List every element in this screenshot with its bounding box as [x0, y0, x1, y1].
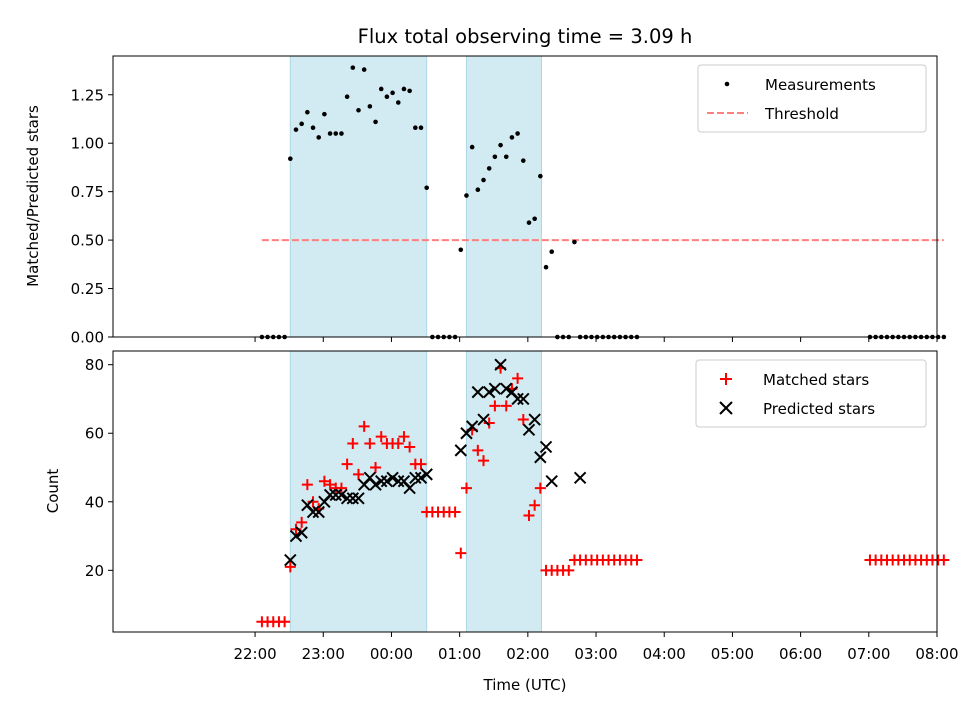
top-panel: 0.00 0.25 0.50 0.75 1.00 1.25 Matched/Predict…: [24, 56, 946, 347]
x-tick-label: 06:00: [779, 645, 822, 663]
observing-band: [290, 56, 426, 337]
measurement-point: [345, 94, 350, 99]
measurement-point: [288, 156, 293, 161]
measurement-point: [470, 145, 475, 150]
matched-star-point: [631, 555, 642, 566]
measurement-point: [379, 87, 384, 92]
measurement-point: [527, 220, 532, 225]
y-tick-label: 1.25: [71, 86, 104, 104]
y-tick-label: 80: [85, 356, 104, 374]
matched-star-point: [938, 555, 949, 566]
measurement-point: [362, 67, 367, 72]
measurement-point: [305, 110, 310, 115]
bottom-legend: Matched stars Predicted stars: [696, 360, 926, 427]
x-tick-label: 03:00: [574, 645, 617, 663]
y-tick-label: 0.00: [71, 329, 104, 347]
legend-threshold-label: Threshold: [764, 105, 839, 123]
x-tick-label: 02:00: [506, 645, 549, 663]
measurement-point: [481, 178, 486, 183]
measurement-point: [299, 122, 304, 127]
measurement-point: [402, 87, 407, 92]
measurement-point: [339, 131, 344, 136]
measurement-point: [521, 158, 526, 163]
measurement-point: [396, 100, 401, 105]
measurement-point: [504, 154, 509, 159]
measurement-point: [510, 135, 515, 140]
measurement-point: [464, 193, 469, 198]
figure: Flux total observing time = 3.09 h 0.000…: [0, 0, 960, 720]
measurement-point: [356, 108, 361, 113]
top-legend: Measurements Threshold: [698, 65, 926, 132]
measurement-point: [316, 135, 321, 140]
measurement-point: [493, 154, 498, 159]
measurement-point: [294, 127, 299, 132]
matched-star-point: [563, 565, 574, 576]
measurement-point: [368, 104, 373, 109]
measurements-legend-marker: [725, 82, 730, 87]
x-tick-label: 05:00: [711, 645, 754, 663]
top-y-axis-label: Matched/Predicted stars: [24, 105, 42, 287]
measurement-point: [373, 120, 378, 125]
measurement-point: [515, 131, 520, 136]
y-tick-label: 40: [85, 493, 104, 511]
chart-title: Flux total observing time = 3.09 h: [358, 25, 693, 48]
measurement-point: [328, 131, 333, 136]
predicted-star-point: [575, 472, 586, 483]
measurement-point: [538, 174, 543, 179]
y-tick-label: 60: [85, 425, 104, 443]
measurement-point: [532, 216, 537, 221]
measurement-point: [413, 125, 418, 130]
measurement-point: [424, 185, 429, 190]
observing-band: [466, 56, 541, 337]
measurement-point: [487, 166, 492, 171]
legend-matched-label: Matched stars: [763, 371, 869, 389]
x-tick-label: 23:00: [302, 645, 345, 663]
x-tick-label: 00:00: [370, 645, 413, 663]
y-tick-label: 0.75: [71, 183, 104, 201]
x-tick-label: 08:00: [915, 645, 958, 663]
legend-predicted-label: Predicted stars: [763, 400, 875, 418]
y-tick-label: 1.00: [71, 135, 104, 153]
x-tick-label: 04:00: [643, 645, 686, 663]
matched-star-point: [279, 616, 290, 627]
measurement-point: [385, 94, 390, 99]
measurement-point: [311, 125, 316, 130]
measurement-point: [549, 249, 554, 254]
matched-star-point: [455, 548, 466, 559]
measurement-point: [544, 265, 549, 270]
matched-star-point: [450, 507, 461, 518]
measurement-point: [322, 112, 327, 117]
y-tick-label: 20: [85, 562, 104, 580]
measurement-point: [572, 240, 577, 245]
legend-measurements-label: Measurements: [765, 76, 876, 94]
measurement-point: [458, 247, 463, 252]
measurement-point: [419, 125, 424, 130]
x-tick-label: 07:00: [847, 645, 890, 663]
bottom-y-axis-label: Count: [44, 469, 62, 514]
x-tick-label: 01:00: [438, 645, 481, 663]
predicted-star-point: [546, 476, 557, 487]
measurement-point: [407, 89, 412, 94]
x-tick-label: 22:00: [233, 645, 276, 663]
y-tick-label: 0.50: [71, 232, 104, 250]
y-tick-label: 0.25: [71, 280, 104, 298]
measurement-point: [351, 65, 356, 70]
measurement-point: [390, 91, 395, 96]
predicted-star-point: [541, 441, 552, 452]
x-axis-label: Time (UTC): [483, 676, 567, 694]
predicted-star-point: [455, 445, 466, 456]
measurement-point: [498, 143, 503, 148]
measurement-point: [942, 335, 947, 340]
measurement-point: [333, 131, 338, 136]
measurement-point: [476, 187, 481, 192]
bottom-panel: 20 40 60 80 22:00 23:00 00:00 01:00 02:00 03:00 04…: [44, 351, 959, 694]
